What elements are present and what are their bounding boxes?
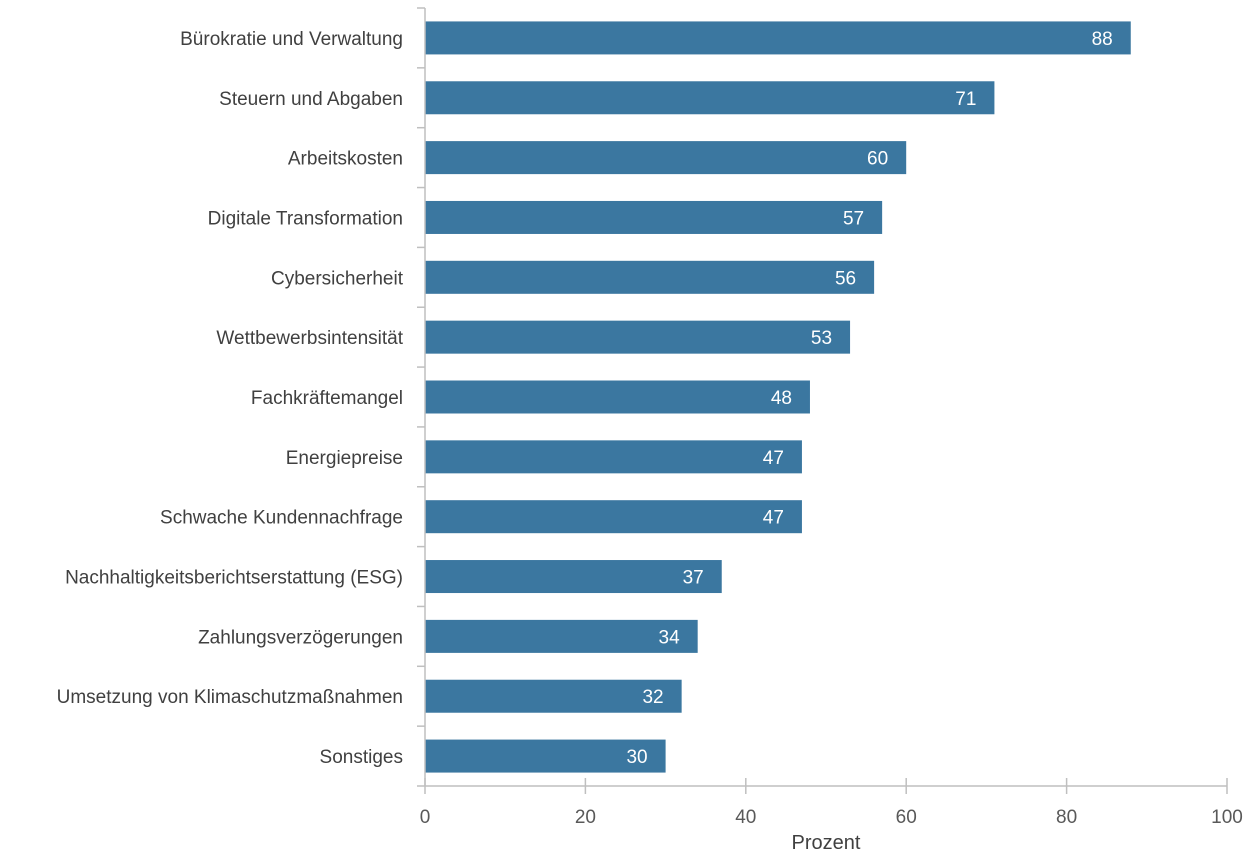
- bar: [425, 260, 875, 294]
- value-label: 37: [683, 568, 704, 589]
- bar: [425, 440, 802, 474]
- bar: [425, 500, 802, 534]
- category-label: Cybersicherheit: [271, 268, 404, 289]
- value-label: 57: [843, 208, 864, 229]
- bar: [425, 320, 851, 354]
- value-label: 71: [955, 89, 976, 110]
- bar: [425, 380, 810, 414]
- value-label: 47: [763, 508, 784, 529]
- bar: [425, 81, 995, 115]
- y-axis-ticks: [417, 7, 425, 787]
- value-label: 48: [771, 388, 792, 409]
- category-label: Nachhaltigkeitsberichtserstattung (ESG): [65, 568, 403, 589]
- category-label: Sonstiges: [320, 747, 403, 768]
- value-label: 34: [659, 627, 681, 648]
- x-axis-ticks: 0 20 40 60 80 100: [420, 778, 1243, 828]
- value-label: 60: [867, 149, 888, 170]
- x-tick-label: 20: [575, 807, 596, 828]
- category-label: Digitale Transformation: [208, 208, 403, 229]
- x-tick-label: 60: [896, 807, 917, 828]
- category-label: Umsetzung von Klimaschutzmaßnahmen: [57, 687, 403, 708]
- bars-group: [425, 21, 1131, 773]
- category-label: Zahlungsverzögerungen: [198, 627, 403, 648]
- x-axis-title: Prozent: [792, 832, 861, 854]
- category-label: Arbeitskosten: [288, 149, 403, 170]
- bar: [425, 200, 883, 234]
- value-label: 30: [626, 747, 647, 768]
- value-label: 56: [835, 268, 856, 289]
- category-label: Schwache Kundennachfrage: [160, 508, 403, 529]
- bar: [425, 739, 666, 773]
- value-labels: 88 71 60 57 56 53 48 47 47 37 34 32 30: [626, 29, 1112, 768]
- x-tick-label: 40: [735, 807, 756, 828]
- bar: [425, 560, 722, 594]
- category-label: Energiepreise: [286, 448, 403, 469]
- category-labels: Bürokratie und Verwaltung Steuern und Abg…: [57, 29, 404, 768]
- value-label: 88: [1092, 29, 1113, 50]
- value-label: 47: [763, 448, 784, 469]
- category-label: Steuern und Abgaben: [219, 89, 403, 110]
- x-tick-label: 100: [1211, 807, 1243, 828]
- x-tick-label: 0: [420, 807, 431, 828]
- bar: [425, 679, 682, 713]
- value-label: 32: [642, 687, 663, 708]
- category-label: Fachkräftemangel: [251, 388, 403, 409]
- bar: [425, 619, 698, 653]
- x-tick-label: 80: [1056, 807, 1077, 828]
- value-label: 53: [811, 328, 832, 349]
- bar: [425, 141, 907, 175]
- category-label: Wettbewerbsintensität: [216, 328, 403, 349]
- bar: [425, 21, 1131, 55]
- category-label: Bürokratie und Verwaltung: [180, 29, 403, 50]
